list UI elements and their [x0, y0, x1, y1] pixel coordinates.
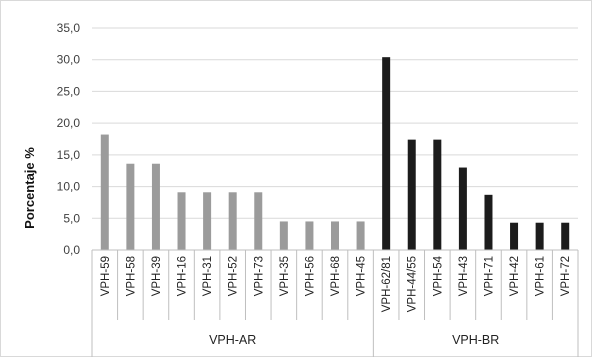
x-tick-label: VPH-52: [228, 256, 240, 296]
y-tick-label: 15,0: [57, 148, 81, 162]
x-tick-label: VPH-72: [560, 256, 572, 296]
x-tick-label: VPH-61: [535, 256, 547, 296]
x-tick-label: VPH-71: [483, 256, 495, 296]
x-tick-label: VPH-43: [458, 256, 470, 296]
bar: [100, 134, 109, 250]
y-tick-label: 5,0: [63, 211, 80, 225]
x-tick-label: VPH-39: [151, 256, 163, 296]
x-tick-label: VPH-16: [177, 256, 189, 296]
y-tick-label: 25,0: [57, 84, 81, 98]
bar: [177, 192, 186, 250]
x-tick-label: VPH-54: [432, 255, 444, 296]
bar: [228, 192, 237, 250]
bar: [407, 139, 416, 250]
x-tick-label: VPH-31: [202, 256, 214, 296]
y-axis-label: Porcentaje %: [22, 147, 37, 229]
bar: [356, 221, 365, 250]
bars: [100, 57, 570, 251]
bar: [279, 221, 288, 250]
y-tick-label: 30,0: [57, 53, 81, 67]
bar: [510, 222, 519, 250]
x-tick-label: VPH-35: [279, 256, 291, 296]
x-axis-groups: VPH-AR VPH-BR: [209, 333, 499, 347]
x-tick-label: VPH-62/81: [381, 256, 393, 312]
x-tick-label: VPH-68: [330, 256, 342, 296]
x-tick-label: VPH-58: [125, 256, 137, 296]
y-tick-label: 0,0: [63, 243, 80, 257]
y-tick-label: 20,0: [57, 116, 81, 130]
x-tick-label: VPH-44/55: [407, 256, 419, 312]
bar: [382, 57, 391, 251]
y-tick-label: 35,0: [57, 21, 81, 35]
bar: [126, 163, 135, 250]
bar: [433, 139, 442, 250]
axes: [91, 249, 579, 357]
x-axis-categories: VPH-59 VPH-58 VPH-39 VPH-16 VPH-31 VPH-52 VPH-…: [100, 255, 572, 312]
x-tick-label: VPH-73: [253, 256, 265, 296]
y-axis-ticks: 0,0 5,0 10,0 15,0 20,0 25,0 30,0 35,0: [57, 21, 81, 257]
x-tick-label: VPH-45: [356, 256, 368, 296]
bar: [305, 221, 314, 250]
bar: [254, 192, 263, 250]
x-tick-label: VPH-59: [100, 256, 112, 296]
group-label: VPH-AR: [209, 333, 256, 347]
x-tick-label: VPH-42: [509, 256, 521, 296]
bar: [535, 222, 544, 250]
group-label: VPH-BR: [452, 333, 499, 347]
bar: [331, 221, 339, 250]
gridlines: [92, 27, 578, 251]
bar: [151, 163, 160, 250]
bar: [203, 192, 212, 250]
bar: [561, 222, 570, 250]
x-tick-label: VPH-56: [304, 256, 316, 296]
bar: [458, 167, 467, 250]
y-tick-label: 10,0: [57, 180, 81, 194]
bar: [484, 194, 493, 250]
